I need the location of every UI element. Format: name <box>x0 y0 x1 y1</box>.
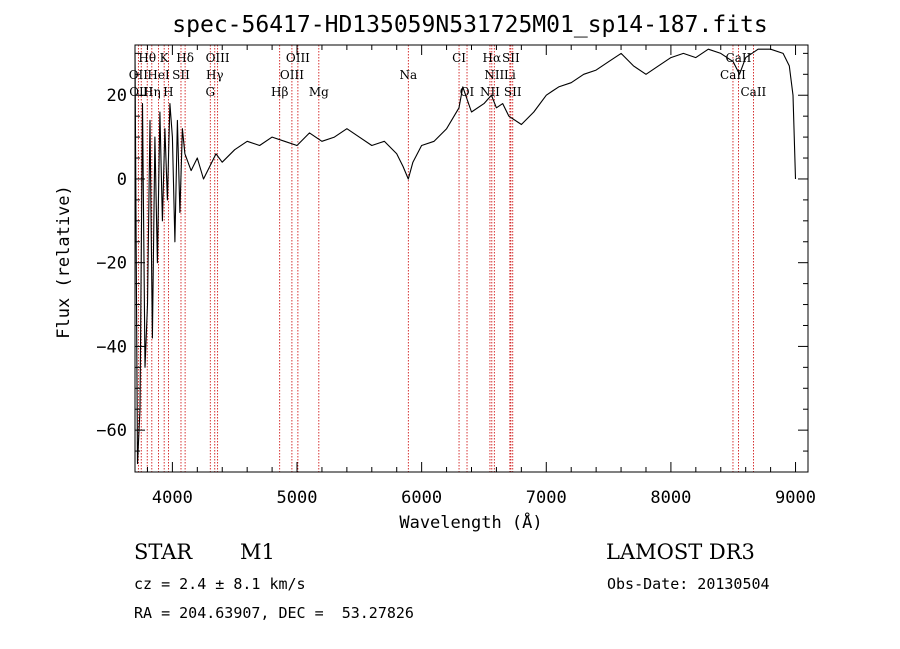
line-label: Mg <box>309 85 329 99</box>
line-label: NII <box>480 85 500 99</box>
x-tick-label: 7000 <box>526 488 567 508</box>
line-label: CaII <box>740 85 766 99</box>
flux-series-line <box>134 48 797 465</box>
x-tick-label: 9000 <box>775 488 816 508</box>
x-tick-label: 5000 <box>277 488 318 508</box>
line-label: H <box>163 85 173 99</box>
line-label: Hγ <box>206 68 224 82</box>
observation-date: Obs-Date: 20130504 <box>607 575 770 593</box>
plot-frame <box>134 44 809 473</box>
line-label: Hβ <box>271 85 288 99</box>
line-label: SII <box>504 85 522 99</box>
coordinates: RA = 204.63907, DEC = 53.27826 <box>134 604 414 622</box>
chart-title: spec-56417-HD135059N531725M01_sp14-187.f… <box>172 12 767 38</box>
y-axis-label: Flux (relative) <box>54 185 74 339</box>
axis-tick-labels: 4000 5000 6000 7000 8000 9000 −60 −40 −20 0 20 <box>96 86 816 508</box>
line-label: OII <box>129 68 149 82</box>
axis-ticks <box>135 45 808 473</box>
redshift-cz: cz = 2.4 ± 8.1 km/s <box>134 575 306 593</box>
y-tick-label: 20 <box>107 86 127 106</box>
y-tick-label: −40 <box>96 337 127 357</box>
x-tick-label: 8000 <box>650 488 691 508</box>
line-label: CaII <box>726 51 752 65</box>
line-label: Hα <box>483 51 502 65</box>
line-label: OI <box>460 85 475 99</box>
survey-name: LAMOST DR3 <box>606 540 755 564</box>
line-label: HeI <box>147 68 170 82</box>
y-tick-label: 0 <box>117 170 127 190</box>
x-tick-label: 4000 <box>152 488 193 508</box>
line-label: NII <box>484 68 504 82</box>
x-axis-label: Wavelength (Å) <box>399 511 542 533</box>
line-label: OIII <box>280 68 304 82</box>
line-label: Hη <box>143 85 161 99</box>
line-label: K <box>160 51 170 65</box>
line-label: SII <box>172 68 190 82</box>
line-label: G <box>205 85 215 99</box>
line-markers <box>137 45 754 472</box>
line-label: Na <box>399 68 417 82</box>
line-label: Hθ <box>138 51 156 65</box>
y-tick-label: −20 <box>96 254 127 274</box>
line-label: Hδ <box>176 51 194 65</box>
line-label: CaII <box>720 68 746 82</box>
y-tick-label: −60 <box>96 421 127 441</box>
object-subclass: M1 <box>240 540 275 564</box>
line-label: OIII <box>286 51 310 65</box>
line-label: Li <box>504 68 516 82</box>
object-type: STAR <box>134 540 193 564</box>
line-label: OIII <box>206 51 230 65</box>
x-tick-label: 6000 <box>401 488 442 508</box>
line-label: CI <box>452 51 466 65</box>
line-label: SII <box>502 51 520 65</box>
